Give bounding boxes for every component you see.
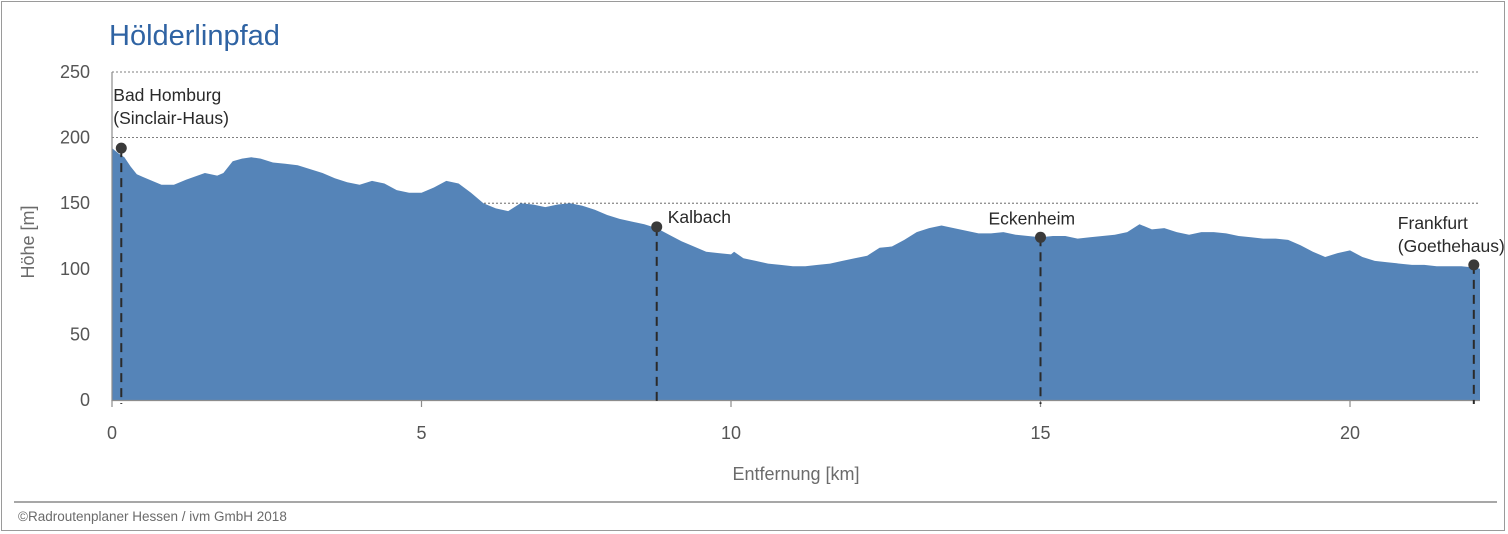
- marker-sublabel-3: (Goethehaus): [1398, 236, 1505, 256]
- marker-dot-0: [115, 142, 127, 154]
- marker-dot-1: [651, 221, 663, 233]
- marker-layer: Bad Homburg (Sinclair-Haus) Kalbach Eckenhe…: [113, 85, 1505, 404]
- footer-copyright: ©Radroutenplaner Hessen / ivm GmbH 2018: [18, 509, 287, 524]
- marker-label-2: Eckenheim: [989, 208, 1076, 228]
- y-axis-title: Höhe [m]: [18, 205, 38, 278]
- y-tick-label-0: 0: [80, 390, 90, 410]
- x-tick-label-5: 5: [416, 423, 426, 443]
- y-tick-label-100: 100: [60, 259, 90, 279]
- area-layer: [112, 148, 1480, 400]
- x-tick-label-20: 20: [1340, 423, 1360, 443]
- marker-label-0: Bad Homburg: [113, 85, 221, 105]
- marker-label-3: Frankfurt: [1398, 213, 1468, 233]
- marker-dot-2: [1035, 231, 1047, 243]
- x-tick-label-15: 15: [1030, 423, 1050, 443]
- marker-dot-3: [1468, 259, 1480, 271]
- x-tick-label-0: 0: [107, 423, 117, 443]
- y-tick-label-200: 200: [60, 128, 90, 148]
- x-axis-title: Entfernung [km]: [732, 464, 859, 484]
- y-tick-label-250: 250: [60, 62, 90, 82]
- y-tick-label-50: 50: [70, 324, 90, 344]
- elevation-area: [112, 148, 1480, 400]
- y-tick-label-150: 150: [60, 193, 90, 213]
- chart-title: Hölderlinpfad: [109, 20, 280, 52]
- marker-sublabel-0: (Sinclair-Haus): [113, 108, 229, 128]
- marker-label-1: Kalbach: [668, 207, 731, 227]
- x-tick-label-10: 10: [721, 423, 741, 443]
